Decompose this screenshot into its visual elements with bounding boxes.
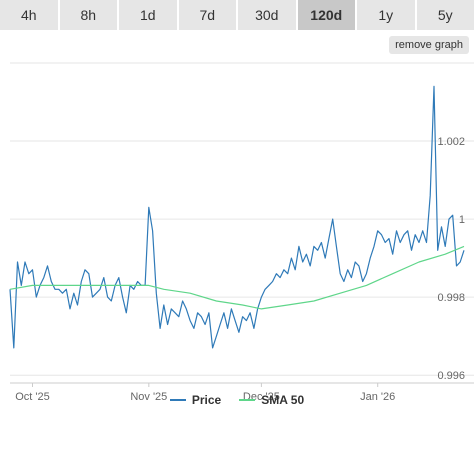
legend-item-sma[interactable]: SMA 50 [239,393,304,407]
y-tick-label: 0.996 [437,370,465,382]
range-selector: 4h 8h 1d 7d 30d 120d 1y 5y [0,0,474,30]
remove-graph-button[interactable]: remove graph [389,36,469,54]
range-button-7d[interactable]: 7d [178,0,238,30]
y-tick-label: 1.002 [437,136,465,148]
x-tick-label: Oct '25 [15,391,50,403]
x-tick-label: Nov '25 [130,391,167,403]
range-button-5y[interactable]: 5y [416,0,474,30]
range-button-4h[interactable]: 4h [0,0,60,30]
range-button-120d[interactable]: 120d [297,0,357,30]
range-button-8h[interactable]: 8h [59,0,119,30]
legend-label-sma: SMA 50 [261,393,305,407]
range-button-1y[interactable]: 1y [357,0,417,30]
range-button-30d[interactable]: 30d [238,0,298,30]
legend-item-price[interactable]: Price [169,393,222,407]
price-line [9,85,465,349]
chart-legend: Price SMA 50 [0,393,474,407]
y-tick-label: 0.998 [437,292,465,304]
legend-swatch-price [169,399,186,401]
sma-50-line [9,245,465,310]
legend-label-price: Price [191,393,222,407]
y-tick-label: 1 [459,214,465,226]
x-tick-label: Jan '26 [360,391,395,403]
range-button-1d[interactable]: 1d [119,0,179,30]
legend-swatch-sma [239,399,256,401]
